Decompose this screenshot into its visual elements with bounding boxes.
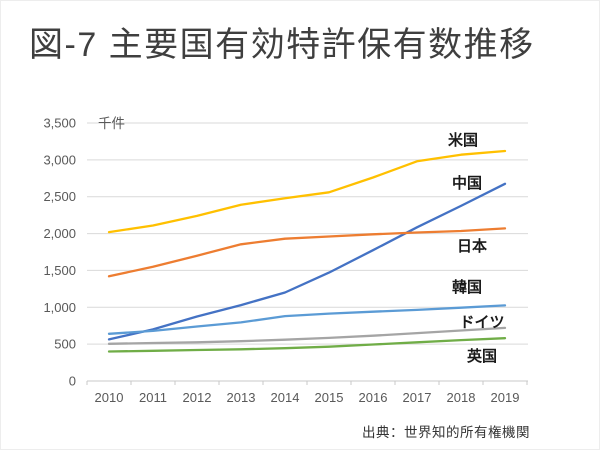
y-tick-label: 3,000 xyxy=(43,152,76,167)
y-tick-label: 1,000 xyxy=(43,300,76,315)
chart-title: 図-7 主要国有効特許保有数推移 xyxy=(29,26,535,64)
x-tick-label: 2012 xyxy=(183,390,212,405)
y-tick-label: 3,500 xyxy=(43,116,76,131)
series-label-日本: 日本 xyxy=(457,237,487,255)
series-label-米国: 米国 xyxy=(448,131,478,149)
series-line-中国 xyxy=(107,182,507,341)
x-tick-label: 2013 xyxy=(227,390,256,405)
y-axis-unit-label: 千件 xyxy=(98,116,125,131)
y-tick-label: 0 xyxy=(69,374,76,389)
x-tick-label: 2018 xyxy=(447,390,476,405)
x-tick-label: 2019 xyxy=(491,390,520,405)
series-line-ドイツ xyxy=(107,326,507,345)
y-tick-label: 2,000 xyxy=(43,226,76,241)
series-line-韓国 xyxy=(107,304,507,335)
y-tick-label: 1,500 xyxy=(43,263,76,278)
y-tick-label: 2,500 xyxy=(43,189,76,204)
x-tick-label: 2016 xyxy=(359,390,388,405)
x-tick-label: 2011 xyxy=(139,390,167,405)
series-label-中国: 中国 xyxy=(452,174,482,192)
series-line-米国 xyxy=(107,149,507,234)
x-tick-label: 2017 xyxy=(403,390,432,405)
source-note: 出典：世界知的所有権機関 xyxy=(362,425,530,440)
series-line-日本 xyxy=(107,227,507,278)
x-tick-label: 2010 xyxy=(95,390,124,405)
series-label-韓国: 韓国 xyxy=(452,278,482,296)
y-tick-label: 500 xyxy=(54,337,76,352)
series-label-英国: 英国 xyxy=(467,347,497,365)
x-tick-label: 2014 xyxy=(271,390,300,405)
series-line-英国 xyxy=(107,337,507,353)
series-label-ドイツ: ドイツ xyxy=(459,314,504,331)
x-tick-label: 2015 xyxy=(315,390,344,405)
